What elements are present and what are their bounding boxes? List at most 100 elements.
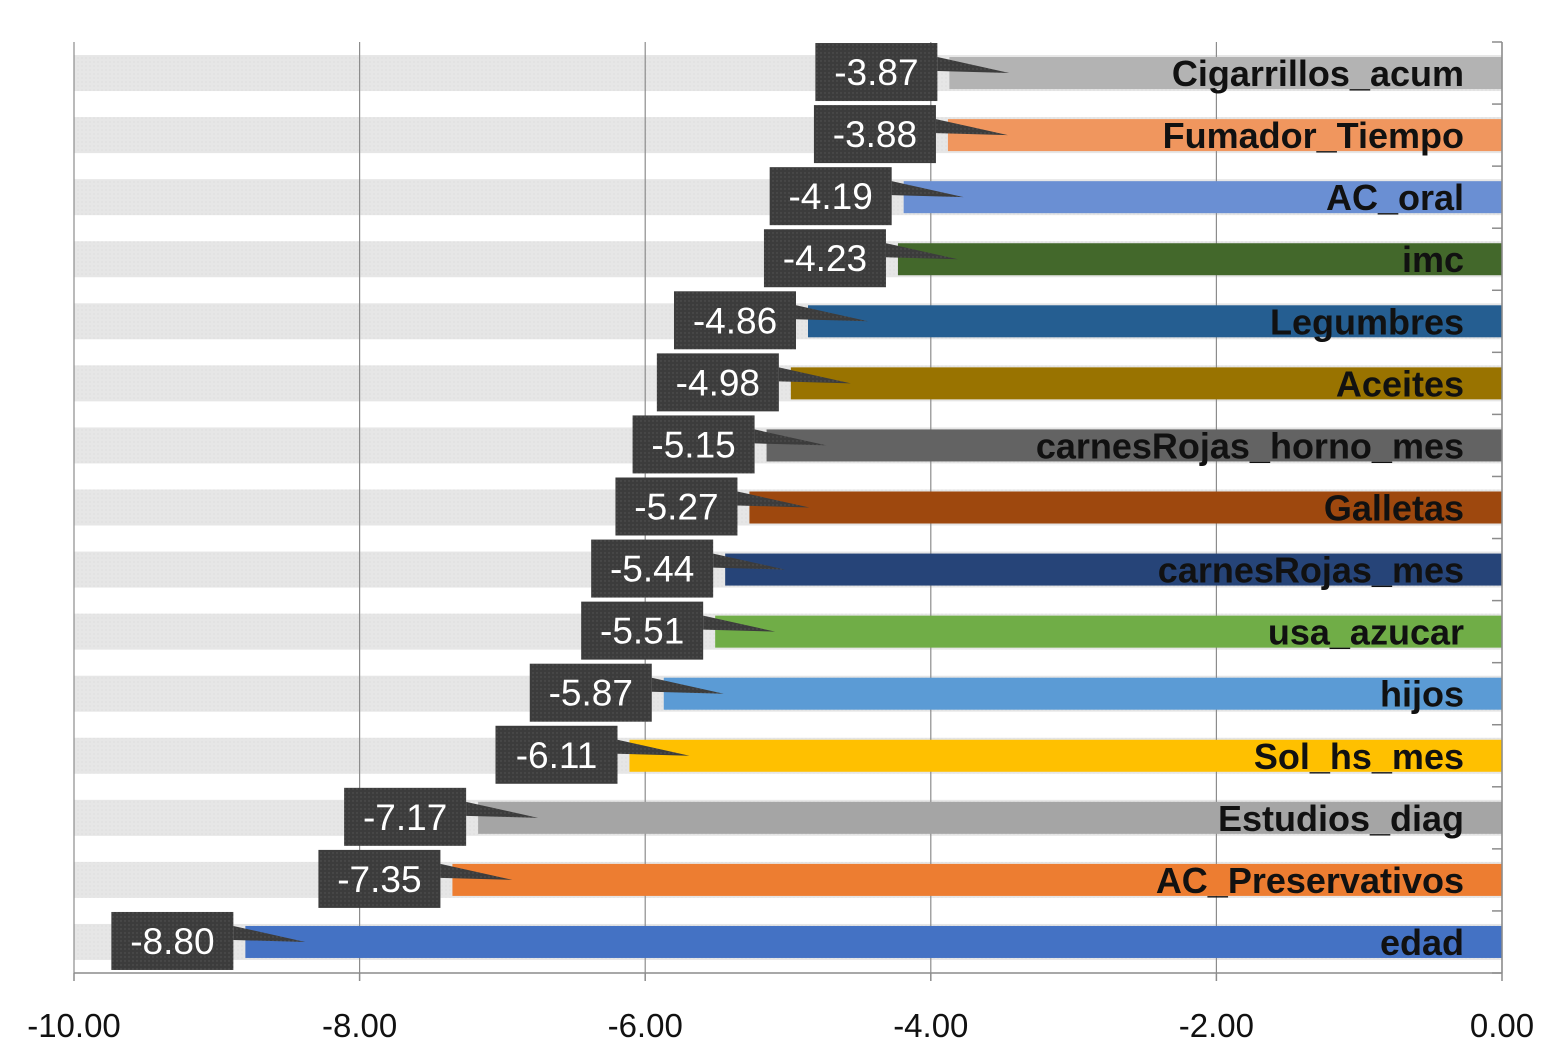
category-label: Galletas <box>1324 488 1464 529</box>
callout-pointer <box>466 801 539 818</box>
x-tick-label: -2.00 <box>1179 1007 1254 1044</box>
callout-box <box>656 353 779 412</box>
value-callout: -5.15 <box>632 415 827 474</box>
category-label: AC_Preservativos <box>1156 860 1464 901</box>
value-callout: -8.80 <box>111 911 306 970</box>
callout-box <box>615 477 738 536</box>
x-tick-label: -8.00 <box>322 1007 397 1044</box>
bar-Galletas <box>749 491 1502 524</box>
value-label: -5.87 <box>549 673 633 714</box>
value-callout: -4.23 <box>763 229 958 288</box>
callout-box <box>673 291 796 350</box>
category-label: hijos <box>1380 674 1464 715</box>
value-callout: -7.35 <box>318 849 513 908</box>
axes <box>73 41 1503 981</box>
category-label: Legumbres <box>1270 301 1464 342</box>
callout-pointer <box>754 429 827 446</box>
callout-pointer <box>713 553 786 570</box>
x-tick-label: 0.00 <box>1470 1007 1534 1044</box>
callout-box <box>581 601 704 660</box>
value-label: -4.23 <box>783 238 867 279</box>
bar-Estudios_diag <box>478 801 1502 834</box>
callout-pointer <box>778 367 851 384</box>
callout-box <box>769 167 892 226</box>
callout-box <box>763 229 886 288</box>
value-label: -4.98 <box>676 362 760 403</box>
bar-imc <box>897 243 1502 276</box>
value-callout: -5.27 <box>615 477 810 536</box>
callout-pointer <box>617 739 690 756</box>
category-label: Sol_hs_mes <box>1254 736 1464 777</box>
x-tick-label: -10.00 <box>27 1007 121 1044</box>
bar-Sol_hs_mes <box>629 739 1502 772</box>
value-callout: -4.86 <box>673 291 868 350</box>
callout-pointer <box>737 491 810 508</box>
category-label: Estudios_diag <box>1218 798 1464 839</box>
category-label: carnesRojas_horno_mes <box>1036 425 1464 466</box>
category-label: AC_oral <box>1326 177 1464 218</box>
callout-box <box>632 415 755 474</box>
bar-edad <box>245 925 1503 958</box>
category-label: usa_azucar <box>1268 612 1464 653</box>
value-label: -5.15 <box>651 424 735 465</box>
value-label: -7.35 <box>337 859 421 900</box>
callout-pointer <box>233 925 306 942</box>
callout-pointer <box>885 243 958 260</box>
bar-Aceites <box>790 367 1502 400</box>
bar-Cigarrillos_acum <box>949 57 1502 90</box>
callout-pointer <box>935 119 1008 136</box>
value-callout: -4.19 <box>769 167 964 226</box>
callout-pointer <box>795 305 868 322</box>
x-tick-labels: -10.00 -8.00 -6.00 -4.00 -2.00 0.00 <box>27 1007 1534 1044</box>
value-label: -3.87 <box>834 52 918 93</box>
callout-pointer <box>440 863 513 880</box>
callout-box <box>529 663 652 722</box>
category-label: imc <box>1402 239 1464 280</box>
x-tick-label: -6.00 <box>608 1007 683 1044</box>
bar-usa_azucar <box>715 615 1502 648</box>
value-label: -5.44 <box>610 549 694 590</box>
value-label: -8.80 <box>130 921 214 962</box>
value-label: -6.11 <box>516 735 598 776</box>
bar-Fumador_Tiempo <box>947 119 1502 152</box>
value-callout: -6.11 <box>495 725 690 784</box>
value-callout: -5.44 <box>591 539 786 598</box>
callout-box <box>344 787 467 846</box>
callout-box <box>495 725 618 784</box>
bar-Legumbres <box>807 305 1502 338</box>
value-label: -4.86 <box>693 300 777 341</box>
x-tick-label: -4.00 <box>893 1007 968 1044</box>
value-callout: -5.87 <box>529 663 724 722</box>
callout-box <box>318 849 441 908</box>
category-label: Aceites <box>1336 363 1464 404</box>
value-label: -5.27 <box>634 487 718 528</box>
category-label: Fumador_Tiempo <box>1163 115 1464 156</box>
callout-pointer <box>651 677 724 694</box>
value-labels: -3.87 -3.88 -4.19 -4.23-4.86 -4.98 -5.15 -5.27… <box>111 43 1010 970</box>
category-label: edad <box>1380 922 1464 963</box>
value-label: -7.17 <box>363 797 447 838</box>
bar-hijos <box>663 677 1502 710</box>
callout-box <box>815 43 938 102</box>
value-label: -3.88 <box>833 114 917 155</box>
category-label: Cigarrillos_acum <box>1172 53 1464 94</box>
bar-AC_Preservativos <box>452 863 1502 896</box>
value-callout: -7.17 <box>344 787 539 846</box>
bar-carnesRojas_mes <box>725 553 1502 586</box>
value-label: -4.19 <box>788 176 872 217</box>
callout-box <box>591 539 714 598</box>
category-labels: Cigarrillos_acum Fumador_Tiempo AC_oralimc… <box>1036 53 1464 963</box>
callout-pointer <box>937 57 1010 74</box>
value-callout: -3.88 <box>813 105 1008 164</box>
category-label: carnesRojas_mes <box>1158 550 1464 591</box>
bar-carnesRojas_horno_mes <box>766 429 1502 462</box>
value-callout: -4.98 <box>656 353 851 412</box>
callout-pointer <box>891 181 964 198</box>
bar-AC_oral <box>903 181 1502 214</box>
value-callout: -3.87 <box>815 43 1010 102</box>
callout-box <box>111 911 234 970</box>
bars <box>245 57 1503 958</box>
callout-pointer <box>703 615 776 632</box>
callout-box <box>813 105 936 164</box>
